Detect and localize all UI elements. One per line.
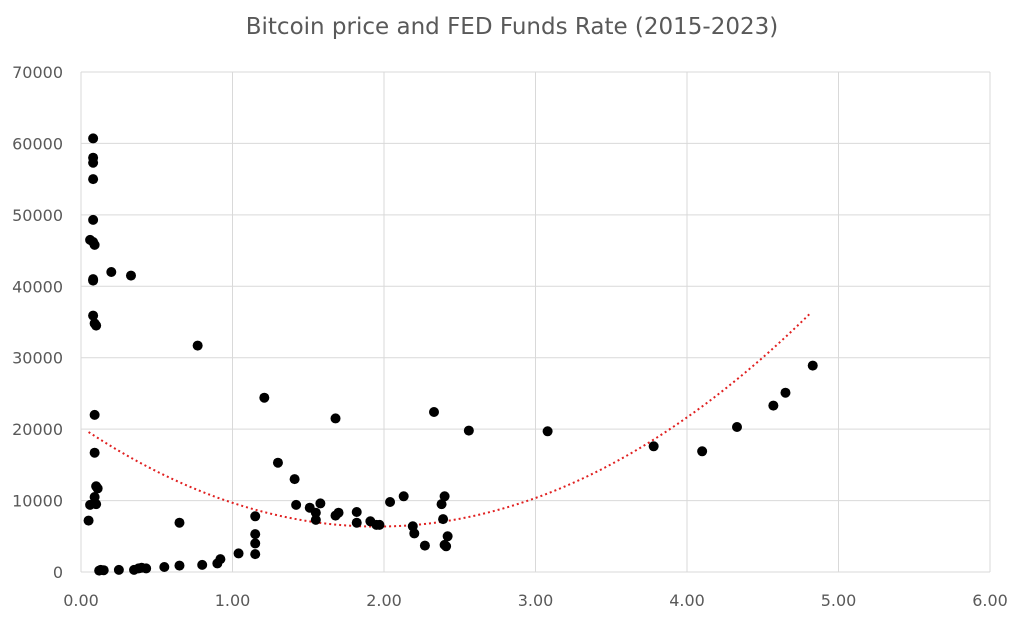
data-point (89, 239, 100, 250)
data-point (438, 514, 449, 525)
data-point (291, 499, 302, 510)
data-point (250, 549, 261, 560)
data-point (159, 562, 170, 572)
x-tick-label: 0.00 (63, 591, 99, 610)
data-point (428, 407, 439, 417)
data-point (439, 491, 450, 502)
data-point (310, 507, 321, 518)
data-point (442, 531, 453, 542)
x-tick-label: 4.00 (669, 591, 705, 610)
y-tick-label: 0 (53, 563, 63, 582)
data-point (436, 499, 447, 510)
data-point (92, 483, 103, 494)
x-tick-label: 5.00 (821, 591, 857, 610)
data-point (250, 511, 261, 522)
data-point (289, 474, 300, 485)
data-points (83, 133, 818, 576)
data-point (88, 275, 99, 286)
data-point (215, 554, 226, 565)
data-point (542, 426, 553, 437)
data-point (233, 548, 244, 559)
data-point (351, 507, 362, 517)
data-point (98, 565, 109, 576)
data-point (88, 133, 99, 144)
data-point (141, 563, 152, 574)
data-point (89, 409, 100, 420)
data-point (197, 559, 208, 570)
x-axis-ticks: 0.00 1.00 2.00 3.00 4.00 5.00 6.00 (63, 591, 1008, 610)
x-tick-label: 1.00 (215, 591, 251, 610)
data-point (88, 174, 99, 185)
data-point (192, 340, 203, 351)
trendline-layer (88, 311, 812, 528)
data-point (768, 400, 779, 411)
data-point (330, 413, 341, 424)
chart-title: Bitcoin price and FED Funds Rate (2015-2… (245, 14, 779, 40)
y-tick-label: 40000 (12, 277, 63, 296)
data-point (272, 457, 283, 468)
y-tick-label: 30000 (12, 349, 63, 368)
data-point (174, 517, 185, 528)
x-tick-label: 3.00 (518, 591, 554, 610)
data-point (398, 491, 409, 502)
x-tick-label: 2.00 (366, 591, 402, 610)
data-point (83, 515, 94, 526)
data-point (315, 498, 326, 509)
data-point (91, 499, 102, 510)
data-point (374, 519, 385, 530)
data-point (89, 447, 100, 458)
data-point (310, 514, 321, 525)
data-point (88, 214, 99, 225)
data-point (333, 507, 344, 518)
data-point (731, 422, 742, 432)
y-axis-ticks: 0 10000 20000 30000 40000 50000 60000 70000 (12, 63, 63, 582)
data-point (250, 529, 261, 540)
x-tick-label: 6.00 (972, 591, 1008, 610)
data-point (88, 157, 99, 168)
data-point (125, 270, 136, 281)
data-point (780, 387, 791, 398)
y-tick-label: 10000 (12, 492, 63, 511)
data-point (259, 392, 270, 403)
y-tick-label: 60000 (12, 134, 63, 153)
data-point (419, 540, 430, 551)
data-point (88, 310, 99, 321)
data-point (113, 564, 124, 575)
y-tick-label: 20000 (12, 420, 63, 439)
y-tick-label: 70000 (12, 63, 63, 82)
data-point (351, 517, 362, 528)
trendline (88, 311, 812, 528)
data-point (807, 360, 818, 371)
data-point (385, 497, 396, 507)
data-point (463, 425, 474, 436)
data-point (648, 441, 659, 452)
data-point (697, 446, 708, 457)
data-point (250, 538, 261, 549)
gridlines (80, 71, 991, 573)
y-tick-label: 50000 (12, 206, 63, 225)
data-point (106, 267, 117, 277)
data-point (91, 320, 102, 331)
data-point (174, 560, 185, 571)
data-point (441, 541, 452, 552)
data-point (409, 528, 420, 539)
